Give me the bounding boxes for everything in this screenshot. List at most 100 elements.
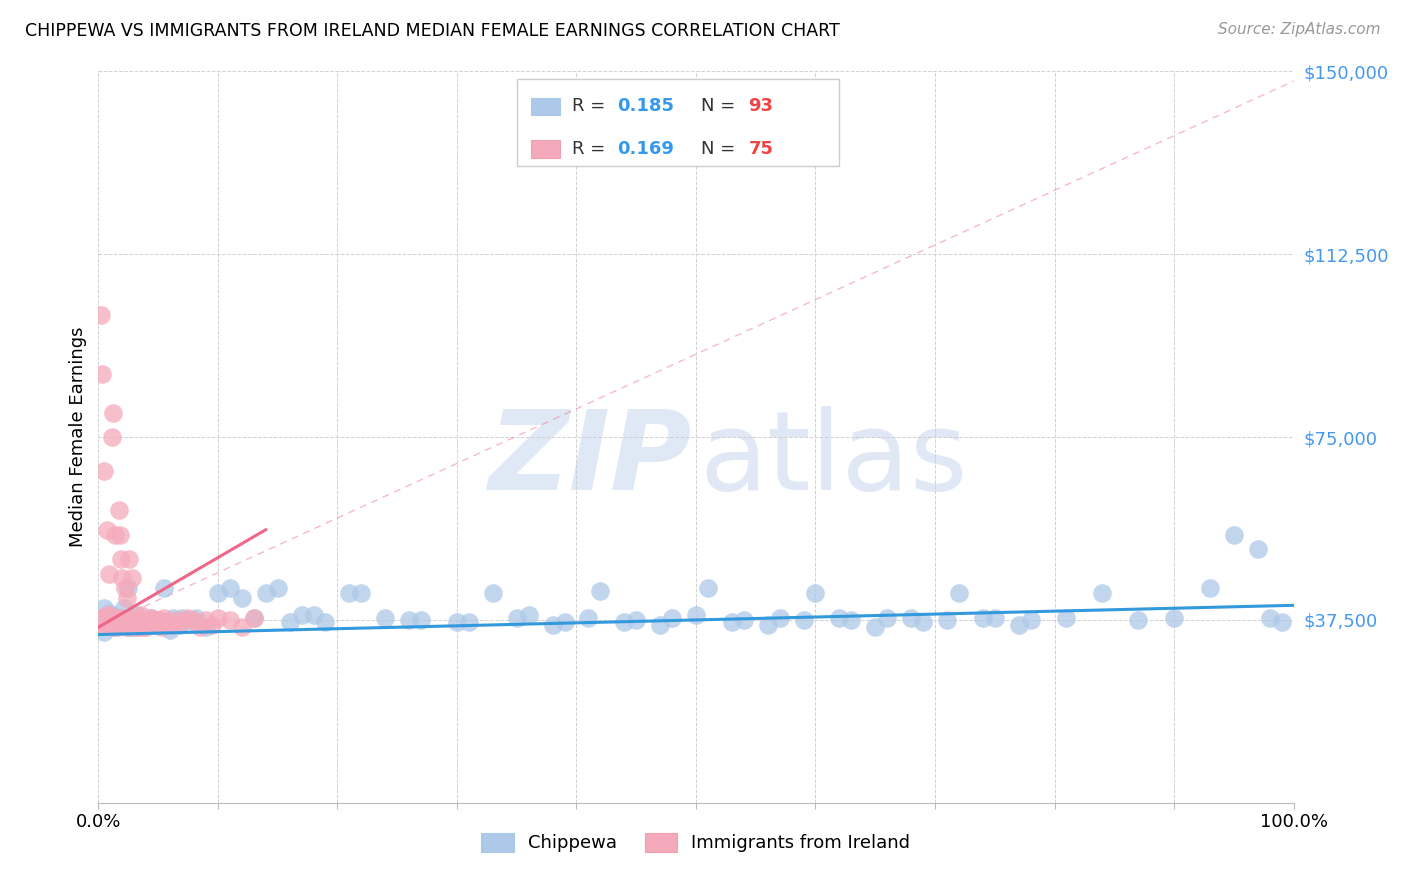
Point bbox=[121, 620, 143, 634]
Point bbox=[121, 572, 143, 586]
Bar bbox=[531, 140, 560, 158]
Text: N =: N = bbox=[700, 140, 741, 158]
Point bbox=[201, 617, 224, 632]
Text: CHIPPEWA VS IMMIGRANTS FROM IRELAND MEDIAN FEMALE EARNINGS CORRELATION CHART: CHIPPEWA VS IMMIGRANTS FROM IRELAND MEDI… bbox=[25, 22, 839, 40]
Point bbox=[841, 613, 863, 627]
Point bbox=[166, 613, 188, 627]
Point bbox=[108, 610, 131, 624]
Point bbox=[481, 586, 505, 600]
Point bbox=[195, 613, 218, 627]
Point bbox=[111, 610, 134, 624]
Point bbox=[339, 586, 361, 600]
Point bbox=[207, 586, 229, 600]
Point bbox=[91, 617, 114, 632]
Point bbox=[1128, 613, 1150, 627]
Point bbox=[104, 527, 127, 541]
Text: 75: 75 bbox=[748, 140, 773, 158]
Point bbox=[110, 552, 132, 566]
Point bbox=[685, 608, 707, 623]
Point bbox=[219, 613, 242, 627]
Point bbox=[159, 623, 181, 637]
Point bbox=[129, 620, 152, 634]
Point bbox=[124, 613, 146, 627]
Point bbox=[117, 581, 139, 595]
Point bbox=[156, 615, 179, 630]
Point bbox=[90, 308, 112, 322]
Point bbox=[98, 566, 121, 581]
Point bbox=[149, 620, 172, 634]
Text: R =: R = bbox=[572, 97, 610, 115]
Point bbox=[768, 610, 790, 624]
Point bbox=[104, 613, 127, 627]
Point bbox=[411, 613, 433, 627]
Point bbox=[124, 620, 146, 634]
Point bbox=[177, 610, 200, 624]
Point bbox=[1019, 613, 1042, 627]
Point bbox=[139, 610, 162, 624]
Point bbox=[1223, 527, 1246, 541]
Point bbox=[231, 620, 253, 634]
Point bbox=[148, 613, 170, 627]
Point bbox=[131, 613, 153, 627]
Point bbox=[107, 503, 129, 517]
Point bbox=[267, 581, 290, 595]
Point bbox=[254, 586, 277, 600]
Point bbox=[446, 615, 468, 630]
Point bbox=[103, 613, 125, 627]
Point bbox=[876, 610, 898, 624]
Point bbox=[118, 552, 141, 566]
Point bbox=[153, 581, 176, 595]
Point bbox=[1091, 586, 1114, 600]
Point bbox=[135, 613, 157, 627]
Point bbox=[124, 613, 146, 627]
Text: N =: N = bbox=[700, 97, 741, 115]
Point bbox=[93, 625, 115, 640]
Point bbox=[139, 610, 162, 624]
Text: R =: R = bbox=[572, 140, 610, 158]
Point bbox=[108, 527, 131, 541]
Point bbox=[153, 610, 176, 624]
Point bbox=[98, 615, 121, 630]
Point bbox=[804, 586, 827, 600]
Point bbox=[865, 620, 887, 634]
Point bbox=[315, 615, 337, 630]
Point bbox=[132, 615, 155, 630]
Point bbox=[105, 615, 128, 630]
Point bbox=[128, 610, 150, 624]
Point bbox=[374, 610, 396, 624]
Point bbox=[613, 615, 636, 630]
Point bbox=[98, 610, 122, 624]
Y-axis label: Median Female Earnings: Median Female Earnings bbox=[69, 326, 87, 548]
Text: 0.169: 0.169 bbox=[617, 140, 673, 158]
Point bbox=[125, 620, 148, 634]
Bar bbox=[531, 98, 560, 115]
Point bbox=[172, 610, 194, 624]
Point bbox=[1056, 610, 1078, 624]
Point bbox=[291, 608, 314, 623]
Point bbox=[93, 464, 115, 478]
Point bbox=[128, 620, 150, 634]
Point bbox=[231, 591, 253, 605]
Point bbox=[188, 620, 211, 634]
Text: 0.185: 0.185 bbox=[617, 97, 673, 115]
Text: atlas: atlas bbox=[700, 406, 969, 513]
Point bbox=[177, 613, 200, 627]
Point bbox=[117, 620, 139, 634]
Point bbox=[105, 615, 128, 630]
Point bbox=[936, 613, 959, 627]
Point bbox=[91, 613, 114, 627]
Point bbox=[115, 620, 138, 634]
Point bbox=[162, 610, 184, 624]
Point bbox=[302, 608, 325, 623]
Point bbox=[1199, 581, 1222, 595]
Point bbox=[103, 620, 125, 634]
Text: Source: ZipAtlas.com: Source: ZipAtlas.com bbox=[1218, 22, 1381, 37]
Point bbox=[111, 572, 134, 586]
Point bbox=[721, 615, 744, 630]
Point bbox=[148, 613, 170, 627]
Point bbox=[756, 617, 779, 632]
Point bbox=[243, 610, 266, 624]
Point bbox=[278, 615, 301, 630]
Point bbox=[733, 613, 755, 627]
Point bbox=[207, 610, 229, 624]
